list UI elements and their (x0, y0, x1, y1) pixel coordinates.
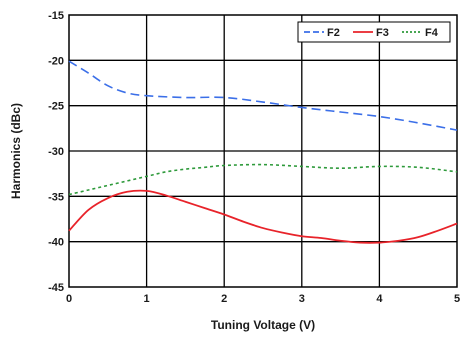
series-line-f2 (68, 60, 458, 131)
tick-labels: 0 1 2 3 4 5 -45 -40 -35 -30 -25 -20 -15 (48, 10, 460, 305)
x-tick-label: 1 (144, 293, 150, 305)
legend: F2 F3 F4 (297, 21, 451, 43)
legend-box (297, 21, 451, 43)
legend-label-f4: F4 (425, 27, 439, 39)
grid-lines (69, 15, 457, 287)
y-tick-label: -15 (48, 10, 64, 22)
y-tick-label: -40 (48, 237, 64, 249)
y-tick-label: -45 (48, 282, 64, 294)
x-tick-label: 0 (66, 293, 72, 305)
x-tick-label: 3 (299, 293, 305, 305)
y-tick-label: -25 (48, 101, 64, 113)
y-tick-label: -30 (48, 146, 64, 158)
y-tick-label: -35 (48, 191, 64, 203)
legend-label-f2: F2 (327, 27, 340, 39)
y-tick-label: -20 (48, 55, 64, 67)
series-line-f4 (68, 163, 458, 196)
x-tick-label: 4 (376, 293, 383, 305)
x-axis-title: Tuning Voltage (V) (211, 318, 315, 332)
series-lines (68, 60, 458, 244)
x-tick-label: 2 (221, 293, 227, 305)
y-axis-title: Harmonics (dBc) (9, 103, 23, 199)
x-tick-label: 5 (454, 293, 460, 305)
legend-label-f3: F3 (376, 27, 389, 39)
series-line-f3 (68, 189, 458, 244)
